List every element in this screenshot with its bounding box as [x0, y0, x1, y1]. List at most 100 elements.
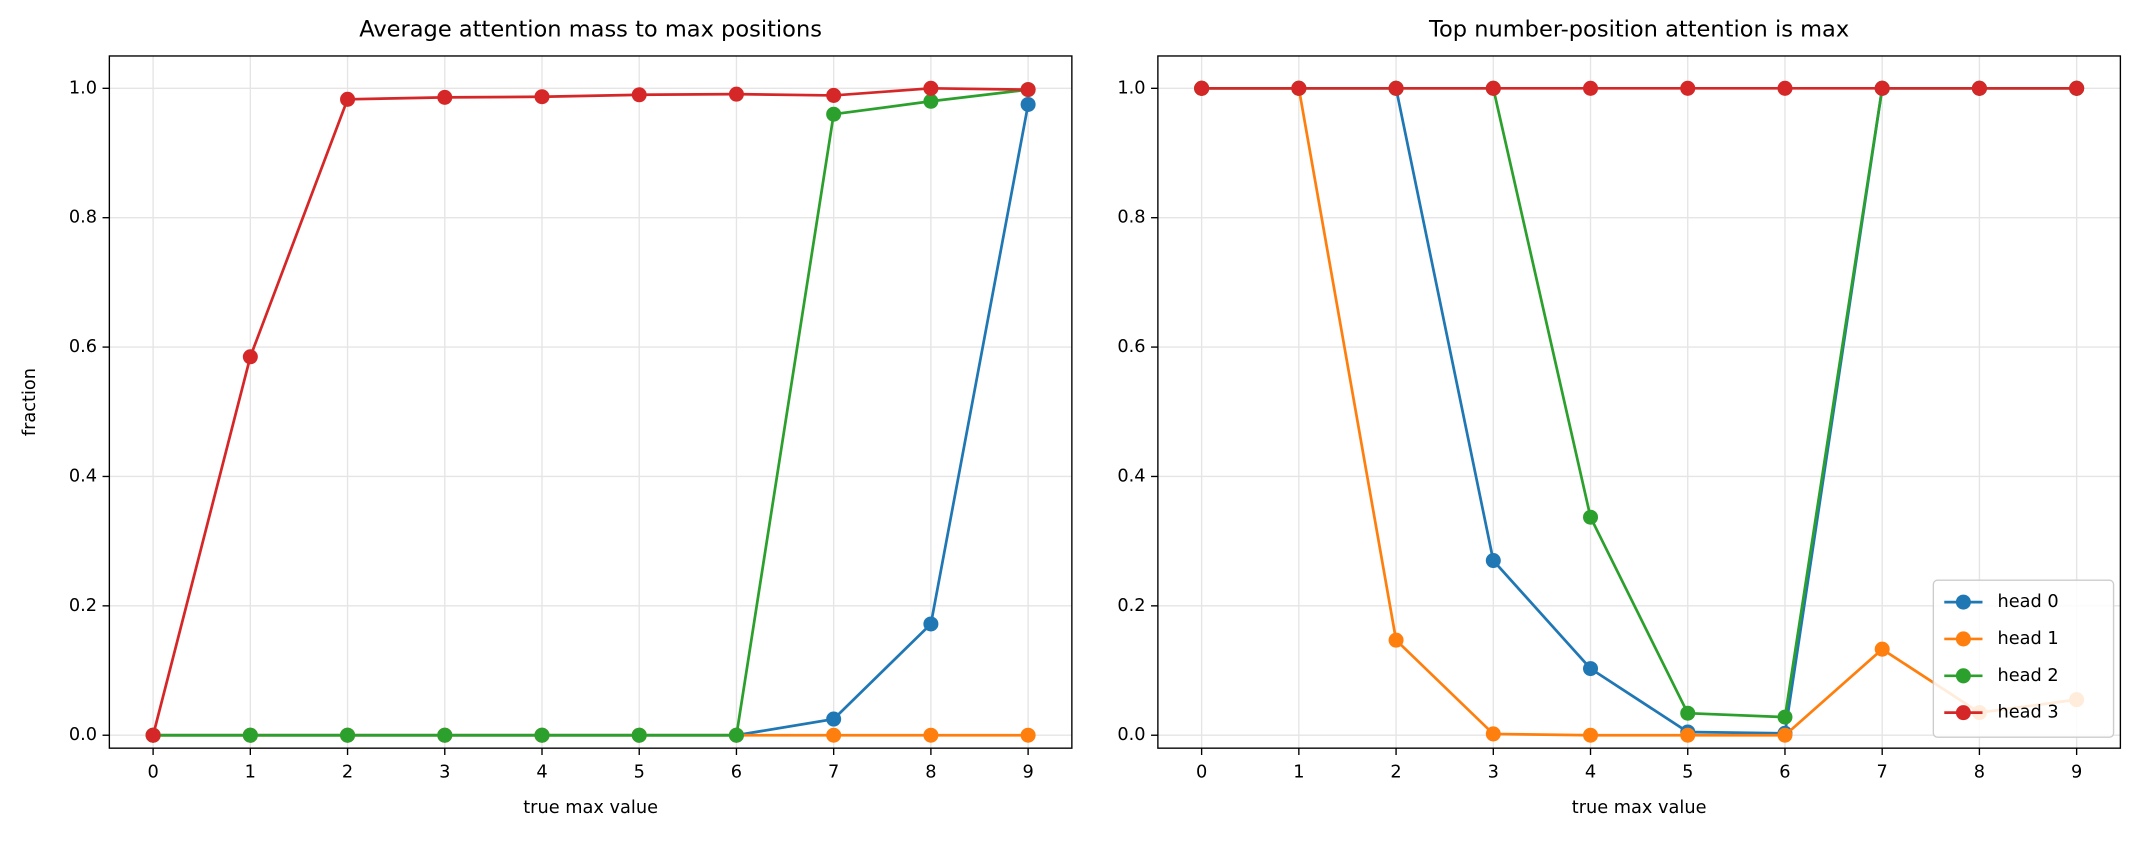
x-tick-label: 7 [1877, 763, 1888, 783]
data-point [340, 91, 356, 107]
plot-frame [1157, 55, 2122, 749]
data-point [1020, 82, 1036, 98]
y-tick-label: 1.0 [1117, 78, 1145, 98]
data-point [340, 727, 356, 743]
data-point [631, 87, 647, 103]
x-tick-label: 9 [1022, 763, 1033, 783]
data-point [1583, 661, 1599, 677]
y-tick-label: 0.0 [1117, 725, 1145, 745]
x-tick-label: 0 [147, 763, 158, 783]
data-point [145, 727, 161, 743]
data-point [1777, 80, 1793, 96]
data-point [1291, 80, 1307, 96]
data-point [242, 349, 258, 365]
x-tick-label: 6 [731, 763, 742, 783]
x-tick-label: 5 [634, 763, 645, 783]
data-point [437, 89, 453, 105]
data-point [1020, 96, 1036, 113]
y-tick-label: 0.8 [1117, 208, 1145, 228]
legend-marker [1955, 631, 1971, 647]
y-tick-label: 0.8 [69, 208, 97, 228]
x-tick-label: 4 [536, 763, 547, 783]
data-point [826, 711, 842, 727]
data-point [1485, 553, 1501, 569]
x-tick-label: 3 [439, 763, 450, 783]
data-point [1583, 80, 1599, 96]
legend-label: head 1 [1998, 629, 2059, 649]
legend-marker [1955, 668, 1971, 684]
x-tick-label: 5 [1682, 763, 1693, 783]
legend-box [1932, 579, 2115, 738]
y-tick-label: 0.2 [1117, 596, 1145, 616]
data-point [1680, 727, 1696, 743]
x-tick-label: 3 [1488, 763, 1499, 783]
x-tick-label: 9 [2071, 763, 2082, 783]
x-tick-label: 1 [245, 763, 256, 783]
data-point [1020, 727, 1036, 743]
x-tick-label: 7 [828, 763, 839, 783]
data-point [1874, 80, 1890, 96]
plot-frame [108, 55, 1073, 749]
y-tick-label: 0.2 [69, 596, 97, 616]
data-point [923, 727, 939, 743]
data-point [1874, 641, 1890, 657]
y-axis-label: fraction [20, 368, 40, 436]
series-line [151, 86, 1029, 736]
data-point [1485, 726, 1501, 742]
data-point [826, 727, 842, 743]
x-axis-label: true max value [1572, 798, 1707, 818]
y-tick-label: 0.6 [1117, 337, 1145, 357]
data-point [631, 727, 647, 743]
x-axis-label: true max value [523, 798, 658, 818]
data-point [1583, 727, 1599, 743]
data-point [1388, 632, 1404, 648]
data-point [826, 87, 842, 103]
data-point [242, 727, 258, 743]
x-tick-label: 4 [1585, 763, 1596, 783]
series-line [153, 104, 1030, 737]
legend: head 0 head 1 head 2 head 3 [1932, 579, 2115, 738]
x-tick-label: 1 [1293, 763, 1304, 783]
y-tick-label: 0.4 [69, 466, 97, 486]
series-line [1201, 86, 2077, 737]
data-point [534, 89, 550, 105]
data-point [1680, 80, 1696, 96]
data-point [1194, 80, 1210, 96]
x-tick-label: 0 [1196, 763, 1207, 783]
legend-label: head 3 [1998, 703, 2059, 723]
legend-marker [1955, 594, 1971, 610]
legend-label: head 2 [1998, 666, 2059, 686]
data-point [728, 727, 744, 743]
x-tick-label: 2 [342, 763, 353, 783]
y-tick-label: 0.6 [69, 337, 97, 357]
data-point [728, 86, 744, 102]
x-tick-label: 2 [1390, 763, 1401, 783]
y-tick-label: 1.0 [69, 78, 97, 98]
x-tick-label: 8 [925, 763, 936, 783]
data-point [1583, 509, 1599, 525]
data-point [2069, 80, 2085, 96]
data-point [1777, 727, 1793, 743]
data-point [923, 616, 939, 632]
data-point [437, 727, 453, 743]
data-point [534, 727, 550, 743]
chart-title: Average attention mass to max positions [359, 17, 822, 43]
data-point [1777, 709, 1793, 725]
legend-marker [1955, 705, 1971, 721]
data-point [826, 106, 842, 122]
data-point [1680, 705, 1696, 721]
data-point [1388, 80, 1404, 96]
data-point [1485, 80, 1501, 96]
legend-label: head 0 [1998, 592, 2059, 612]
series-line [153, 88, 1029, 737]
chart-title: Top number-position attention is max [1428, 17, 1849, 43]
y-tick-label: 0.4 [1117, 466, 1145, 486]
data-point [923, 93, 939, 109]
data-point [1971, 80, 1987, 96]
x-tick-label: 6 [1779, 763, 1790, 783]
data-point [923, 80, 939, 96]
x-tick-label: 8 [1974, 763, 1985, 783]
y-tick-label: 0.0 [69, 725, 97, 745]
